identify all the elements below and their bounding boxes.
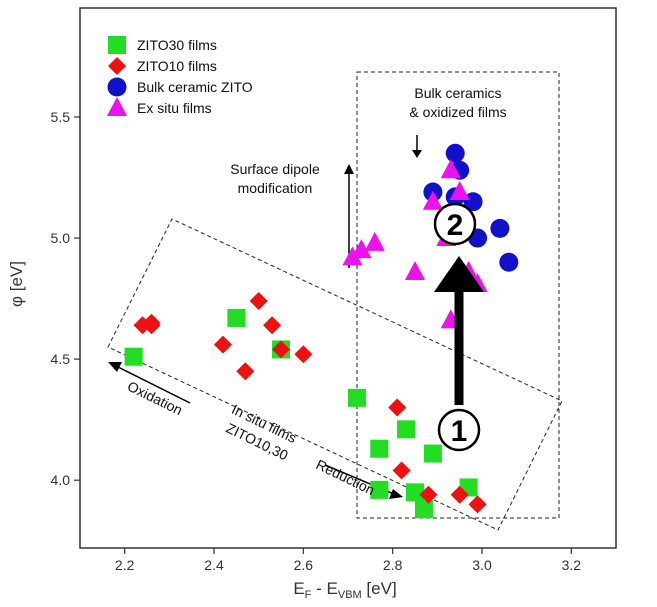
point-ex-situ-films xyxy=(342,246,363,266)
point-zito30-films xyxy=(124,347,143,366)
annotation-bulk-line2: & oxidized films xyxy=(409,104,506,120)
plot-frame xyxy=(79,7,617,549)
arrow-1-to-2-head xyxy=(434,256,484,292)
legend-label-bulk-ceramic-zito: Bulk ceramic ZITO xyxy=(137,79,253,95)
y-tick-label: 5.5 xyxy=(51,109,71,125)
x-tick-label: 2.2 xyxy=(115,557,135,573)
region-box-in-situ xyxy=(107,218,563,531)
step-marker-1-circle xyxy=(437,408,481,452)
legend-label-zito10-films: ZITO10 films xyxy=(137,58,217,74)
point-zito30-films xyxy=(423,444,442,463)
x-axis-title: EF - EVBM [eV] xyxy=(293,579,396,601)
point-ex-situ-films xyxy=(449,181,470,201)
point-zito10-films xyxy=(388,398,407,417)
point-zito10-films xyxy=(468,495,487,514)
point-zito10-films xyxy=(213,335,232,354)
point-zito30-films xyxy=(227,308,246,327)
y-tick-label: 4.0 xyxy=(51,472,71,488)
legend: ZITO30 films ZITO10 films Bulk ceramic ZIT… xyxy=(107,36,253,116)
point-zito30-films xyxy=(397,420,416,439)
region-box-bulk-oxidized xyxy=(356,71,560,519)
annotation-dipole-line1: Surface dipole xyxy=(230,161,320,177)
y-tick-label: 4.5 xyxy=(51,351,71,367)
annotation-arrows xyxy=(108,135,422,499)
x-axis-ticks: 2.2 2.4 2.6 2.8 3.0 3.2 xyxy=(115,548,581,573)
point-zito10-films xyxy=(450,485,469,504)
x-tick-label: 2.4 xyxy=(204,557,224,573)
point-zito10-films xyxy=(263,316,282,335)
step-marker-1-label: 1 xyxy=(451,415,468,448)
point-zito30-films xyxy=(370,439,389,458)
point-zito10-films xyxy=(419,485,438,504)
x-tick-label: 3.0 xyxy=(472,557,492,573)
x-axis-title-sub1: F xyxy=(305,589,312,601)
legend-marker-ex-situ-films xyxy=(107,97,127,116)
legend-label-ex-situ-films: Ex situ films xyxy=(137,100,212,116)
point-zito10-films xyxy=(272,340,290,359)
x-axis-title-sub2: VBM xyxy=(338,589,362,601)
x-tick-label: 2.8 xyxy=(383,557,403,573)
point-zito30-films xyxy=(406,483,424,502)
point-ex-situ-films xyxy=(364,231,385,251)
point-zito10-films xyxy=(249,292,268,311)
legend-label-zito30-films: ZITO30 films xyxy=(137,37,217,53)
arrow-dipole-up-head xyxy=(344,164,354,174)
point-zito30-films xyxy=(370,480,389,499)
y-axis-title: φ [eV] xyxy=(7,261,26,307)
arrow-oxidation xyxy=(117,366,191,404)
point-ex-situ-films xyxy=(405,260,425,280)
y-tick-label: 5.0 xyxy=(51,230,71,246)
point-zito30-films xyxy=(347,388,366,407)
annotation-reduction: Reduction xyxy=(314,456,378,498)
point-ex-situ-films xyxy=(422,190,443,210)
annotation-bulk-line1: Bulk ceramics xyxy=(414,85,501,101)
point-bulk-ceramic-zito xyxy=(445,143,465,163)
x-tick-label: 3.2 xyxy=(562,557,582,573)
arrow-reduction-head xyxy=(389,489,403,499)
legend-marker-zito10-films xyxy=(108,57,126,75)
point-zito30-films xyxy=(414,500,433,519)
point-bulk-ceramic-zito xyxy=(490,218,510,238)
point-zito10-films xyxy=(392,461,411,480)
annotation-oxidation: Oxidation xyxy=(125,378,185,418)
point-zito10-films xyxy=(294,345,313,364)
point-ex-situ-films xyxy=(440,159,461,179)
x-tick-label: 2.6 xyxy=(294,557,314,573)
point-bulk-ceramic-zito xyxy=(463,192,483,212)
arrow-bulk-down-head xyxy=(412,150,422,158)
y-axis-ticks: 4.0 4.5 5.0 5.5 xyxy=(51,109,80,488)
step-marker-1: 1 xyxy=(437,408,481,452)
annotation-dipole-line2: modification xyxy=(238,180,313,196)
legend-marker-zito30-films xyxy=(108,36,126,54)
legend-marker-bulk-ceramic-zito xyxy=(107,77,127,97)
step-marker-2-label: 2 xyxy=(447,209,464,242)
point-bulk-ceramic-zito xyxy=(499,252,519,272)
arrow-oxidation-head xyxy=(108,362,122,372)
x-axis-title-unit: [eV] xyxy=(362,579,397,598)
point-zito10-films xyxy=(236,362,255,381)
x-axis-title-e1: E xyxy=(293,579,304,598)
step-marker-2: 2 xyxy=(433,202,477,246)
point-ex-situ-films xyxy=(351,239,372,259)
point-zito10-films xyxy=(142,316,161,335)
step-marker-2-circle xyxy=(433,202,477,246)
x-axis-title-mid: - E xyxy=(311,579,337,598)
